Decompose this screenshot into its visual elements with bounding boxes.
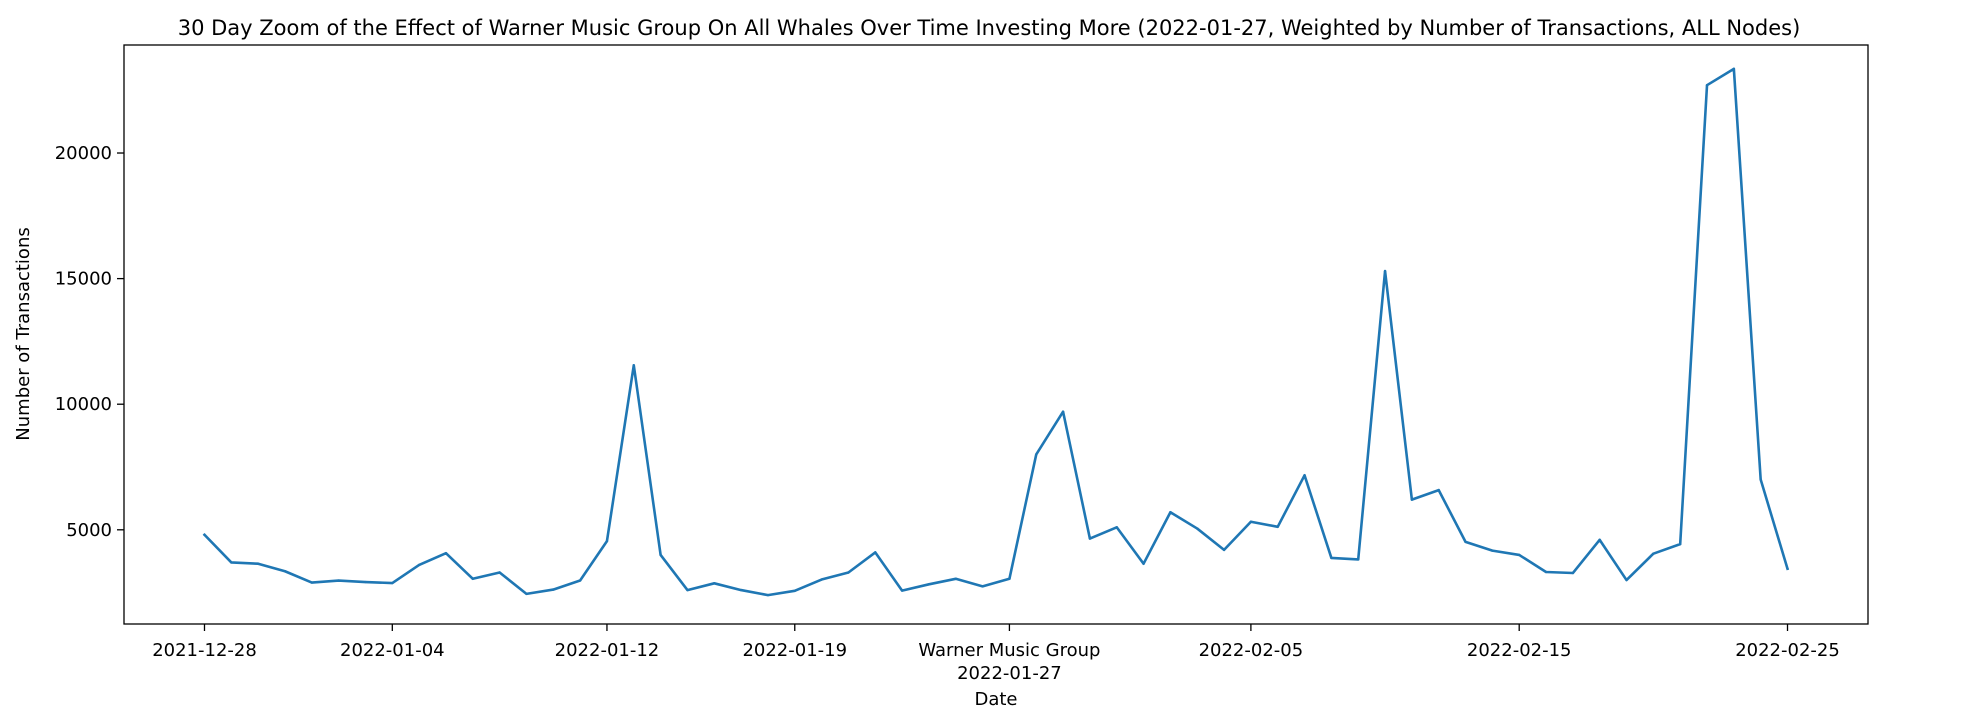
data-point <box>1330 556 1333 560</box>
plot-frame <box>123 44 1869 625</box>
y-tick-label: 15000 <box>55 269 112 290</box>
data-point <box>927 583 931 586</box>
data-point <box>713 582 716 585</box>
data-point <box>1196 527 1199 530</box>
data-point <box>1222 548 1226 552</box>
y-tick-label: 10000 <box>55 394 112 415</box>
x-axis-label: Date <box>974 689 1017 710</box>
data-point <box>1357 558 1360 561</box>
data-point <box>417 563 421 567</box>
data-point <box>337 579 340 582</box>
data-point <box>498 571 501 574</box>
chart-title: 30 Day Zoom of the Effect of Warner Musi… <box>178 16 1801 40</box>
x-tick-label: 2021-12-28 <box>152 640 257 661</box>
data-point <box>1759 478 1762 481</box>
data-point <box>1276 525 1279 528</box>
data-point <box>203 533 206 537</box>
x-tick-label: 2022-01-12 <box>555 640 660 661</box>
series-line <box>202 67 1790 597</box>
x-tick-label: 2022-01-19 <box>742 640 847 661</box>
data-point <box>1437 488 1440 492</box>
data-point <box>1652 552 1655 555</box>
data-point <box>310 581 314 584</box>
data-point <box>1625 578 1628 582</box>
data-point <box>686 588 689 592</box>
data-point <box>256 562 260 565</box>
data-point <box>1115 526 1118 529</box>
data-point <box>1088 537 1092 540</box>
data-point <box>1518 553 1521 557</box>
data-point <box>820 578 823 581</box>
data-point <box>1786 567 1789 570</box>
data-point <box>1303 474 1306 477</box>
data-point <box>981 585 984 588</box>
data-point <box>847 571 850 574</box>
data-point <box>1598 538 1601 542</box>
y-axis-label: Number of Transactions <box>13 227 34 440</box>
y-tick-label: 5000 <box>66 520 112 541</box>
data-point <box>632 364 635 367</box>
data-point <box>1383 269 1387 273</box>
data-point <box>1544 570 1548 574</box>
data-point <box>525 592 528 596</box>
data-point <box>900 589 904 592</box>
data-point <box>1061 410 1065 413</box>
data-point <box>739 588 743 592</box>
x-axis: 2021-12-28 2022-01-04 2022-01-12 2022-01-19… <box>152 624 1840 684</box>
data-point <box>552 588 555 591</box>
data-point <box>1464 540 1467 544</box>
data-point <box>1142 562 1145 565</box>
x-tick-label: 2022-02-05 <box>1199 640 1304 661</box>
data-point <box>659 553 662 557</box>
data-point <box>283 570 287 573</box>
data-point <box>1678 542 1682 546</box>
data-point <box>1732 67 1736 71</box>
data-point <box>1491 549 1494 552</box>
data-point <box>1249 520 1253 523</box>
data-point <box>1169 511 1172 514</box>
series-group <box>202 67 1790 597</box>
data-point <box>230 561 233 564</box>
data-point <box>874 551 877 554</box>
data-point <box>954 577 957 580</box>
x-tick-label: 2022-01-27 <box>957 663 1062 684</box>
data-point <box>444 551 448 555</box>
data-point <box>364 580 367 584</box>
data-point <box>605 539 609 543</box>
plot-area: 5000 10000 15000 20000 2021-12-28 2022-01-04… <box>55 44 1869 684</box>
data-point <box>793 589 796 593</box>
data-point <box>391 581 394 585</box>
data-point <box>766 593 770 597</box>
data-point <box>1035 453 1038 456</box>
y-tick-label: 20000 <box>55 143 112 164</box>
data-point <box>1571 571 1575 575</box>
x-tick-label: 2022-02-15 <box>1467 640 1572 661</box>
data-point <box>578 579 582 582</box>
data-point <box>1410 498 1414 501</box>
x-tick-label: 2022-02-25 <box>1735 640 1840 661</box>
data-point <box>471 577 474 580</box>
data-point <box>1008 577 1011 580</box>
event-label: Warner Music Group <box>918 640 1100 661</box>
data-point <box>1705 83 1709 87</box>
x-tick-label: 2022-01-04 <box>340 640 445 661</box>
y-axis: 5000 10000 15000 20000 <box>55 143 124 541</box>
